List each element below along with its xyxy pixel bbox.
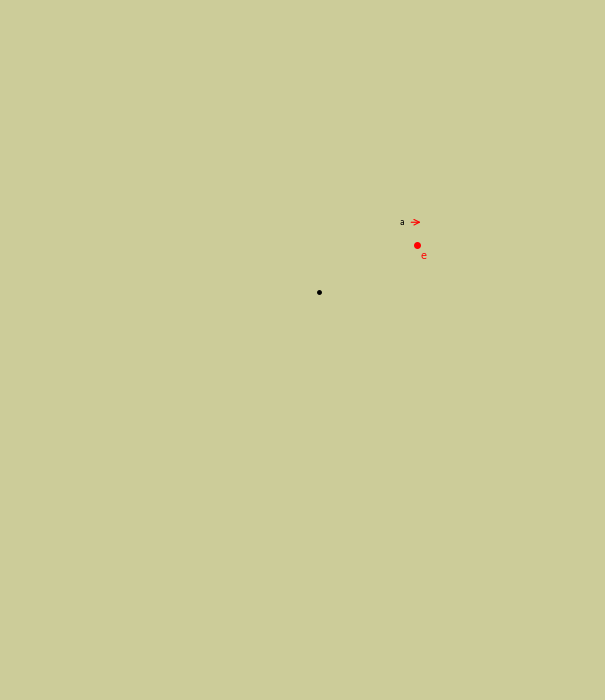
FancyBboxPatch shape — [47, 426, 88, 440]
Text: Find the force exerted on the electron by the magnetic field created by the: Find the force exerted on the electron b… — [47, 460, 566, 474]
Text: -19: -19 — [379, 348, 394, 357]
Text: field at that point. (Take μ₀=1.26x10: field at that point. (Take μ₀=1.26x10 — [27, 555, 276, 569]
Text: =bx: =bx — [269, 66, 301, 80]
FancyBboxPatch shape — [117, 426, 159, 440]
Text: A in the positive x direction. A: A in the positive x direction. A — [287, 41, 494, 55]
FancyBboxPatch shape — [117, 489, 159, 503]
Text: $\vec{B}$: $\vec{B}$ — [309, 177, 318, 192]
Text: c): c) — [27, 460, 42, 474]
Text: A thin rod lies along the positive x axis between points x=0 and: A thin rod lies along the positive x axi… — [77, 24, 521, 38]
Text: cm away from the: cm away from the — [384, 522, 509, 536]
FancyBboxPatch shape — [117, 568, 159, 582]
Text: N k: N k — [230, 334, 255, 348]
Text: N i+: N i+ — [90, 429, 122, 443]
Text: z: z — [207, 237, 212, 246]
Text: T k: T k — [230, 570, 253, 584]
FancyBboxPatch shape — [47, 489, 88, 503]
Text: x=L: x=L — [408, 258, 427, 267]
Text: N/A²): N/A²) — [278, 555, 318, 569]
Text: velocity: velocity — [27, 381, 85, 395]
Text: L/2: L/2 — [360, 276, 373, 285]
FancyBboxPatch shape — [185, 158, 442, 304]
FancyBboxPatch shape — [188, 331, 229, 345]
Text: N j+: N j+ — [160, 491, 192, 505]
Text: I: I — [317, 262, 320, 272]
Text: 5.00: 5.00 — [356, 66, 386, 80]
Text: Find the force exerted on the rod by the external magnetic field.: Find the force exerted on the rod by the… — [47, 318, 493, 332]
Text: -6: -6 — [267, 540, 276, 548]
Text: cm) as shown in the figure. Find the total magnetic: cm) as shown in the figure. Find the tot… — [195, 538, 546, 552]
Text: y: y — [226, 161, 232, 171]
Text: magnetic field at the instant it is ejected.: magnetic field at the instant it is ejec… — [27, 414, 311, 428]
FancyBboxPatch shape — [47, 331, 88, 345]
Text: N k: N k — [230, 491, 255, 505]
Text: Problem: Problem — [27, 24, 91, 38]
Text: 2.00: 2.00 — [335, 381, 365, 395]
Text: N j+: N j+ — [160, 429, 192, 443]
Text: N k: N k — [230, 429, 255, 443]
Text: N i+: N i+ — [90, 491, 122, 505]
Text: F=: F= — [27, 429, 48, 443]
Text: 350.0: 350.0 — [97, 381, 136, 395]
Text: v=: v= — [83, 381, 103, 395]
Text: C: C — [188, 261, 196, 271]
Text: F=: F= — [27, 491, 48, 505]
Text: Suppose that a proton is placed at a point that is c=: Suppose that a proton is placed at a poi… — [47, 522, 411, 536]
Text: 1.5: 1.5 — [177, 538, 199, 552]
Text: x=0: x=0 — [212, 258, 231, 267]
Text: , is directed: , is directed — [423, 66, 503, 80]
Text: cm and it carries a current I=: cm and it carries a current I= — [88, 41, 289, 55]
Text: e: e — [420, 251, 427, 260]
Text: nonuniform external magnetic field: nonuniform external magnetic field — [27, 66, 274, 80]
Text: B: B — [261, 66, 271, 80]
FancyBboxPatch shape — [188, 489, 229, 503]
Text: current carriying wire at the instant it is ejected.: current carriying wire at the instant it… — [27, 477, 359, 491]
Text: b): b) — [27, 364, 43, 378]
Text: p+: p+ — [322, 276, 333, 285]
Text: N i+: N i+ — [90, 334, 122, 348]
Text: C) is ejected with a: C) is ejected with a — [395, 364, 526, 378]
Text: cm from the right: cm from the right — [364, 381, 485, 395]
Text: midpoint of the rod (x=: midpoint of the rod (x= — [27, 538, 189, 552]
Text: T.cm: T.cm — [385, 66, 417, 80]
Text: 3.00: 3.00 — [59, 41, 89, 55]
Text: , where b=: , where b= — [294, 66, 369, 80]
Text: ⁻¹: ⁻¹ — [413, 66, 423, 76]
Text: i m/s in the positive x direction a=: i m/s in the positive x direction a= — [130, 381, 371, 395]
Text: d): d) — [27, 522, 43, 536]
Text: L/2: L/2 — [264, 276, 277, 285]
Text: end of the rod. Find the force exerted on the electron by the external: end of the rod. Find the force exerted o… — [27, 398, 501, 412]
Text: Suppose that an electron (with charge e=-1.60x10: Suppose that an electron (with charge e=… — [47, 364, 399, 378]
Text: 40.0: 40.0 — [259, 41, 289, 55]
FancyBboxPatch shape — [117, 331, 159, 345]
Bar — [223, 240, 408, 250]
Text: in the positive y direction and fills all the space, as shown in the figure. The: in the positive y direction and fills al… — [27, 83, 546, 97]
Text: B=: B= — [27, 570, 49, 584]
Text: T i+: T i+ — [90, 570, 120, 584]
Text: N j+: N j+ — [160, 334, 192, 348]
Text: a: a — [400, 218, 405, 227]
FancyBboxPatch shape — [47, 568, 88, 582]
Text: x=L=: x=L= — [27, 41, 66, 55]
FancyBboxPatch shape — [188, 426, 229, 440]
FancyBboxPatch shape — [188, 568, 229, 582]
Text: rod is in a region with no gravity.: rod is in a region with no gravity. — [27, 99, 252, 113]
Text: a): a) — [27, 318, 42, 332]
Text: j: j — [289, 66, 293, 80]
Text: 3.00: 3.00 — [355, 522, 385, 536]
Text: F=: F= — [27, 334, 48, 348]
Text: T j+: T j+ — [160, 570, 190, 584]
